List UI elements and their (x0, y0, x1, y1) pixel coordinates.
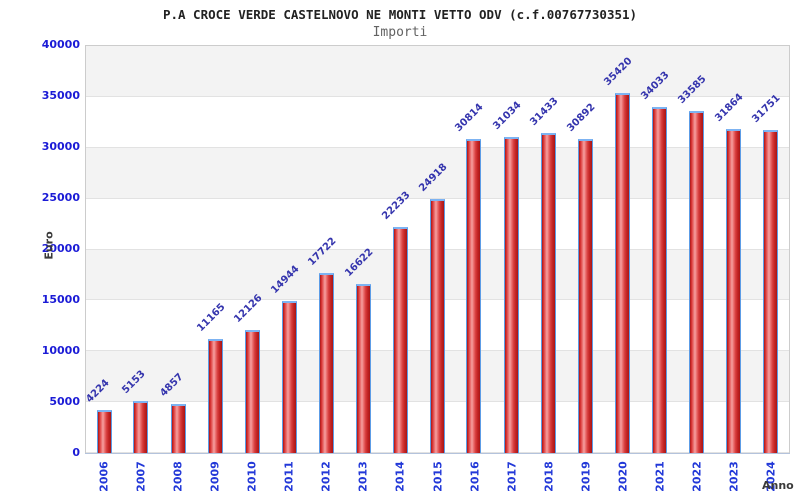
x-tick-label: 2009 (208, 461, 222, 492)
x-axis-title: Anno (762, 479, 794, 492)
bar-2011 (281, 300, 297, 453)
x-tick-label: 2013 (356, 461, 370, 492)
bar-2013 (355, 283, 371, 453)
y-tick-label: 40000 (41, 38, 80, 51)
bar-2020 (614, 92, 630, 453)
bar-2009 (207, 339, 223, 453)
y-tick-label: 10000 (41, 344, 80, 357)
y-tick-label: 0 (72, 446, 80, 459)
x-tick-label: 2011 (282, 461, 296, 492)
x-tick-label: 2018 (542, 461, 556, 492)
y-tick-label: 5000 (49, 395, 80, 408)
bar-2010 (244, 329, 260, 453)
chart-subtitle: Importi (372, 25, 428, 40)
bar-2017 (503, 137, 519, 453)
x-tick-label: 2007 (134, 461, 148, 492)
bar-2023 (725, 128, 741, 453)
plot-area: 4224 5153 4857 11165 12126 14944 17722 16622 222… (84, 45, 790, 454)
x-tick-label: 2016 (468, 461, 482, 492)
x-axis-baseline (85, 453, 790, 454)
bar-2008 (170, 403, 186, 453)
x-tick-label: 2021 (653, 461, 667, 492)
x-tick-label: 2012 (319, 461, 333, 492)
grid-band (86, 147, 789, 199)
grid-band (86, 46, 789, 97)
bar-2006 (96, 410, 112, 453)
y-tick-label: 30000 (41, 140, 80, 153)
x-tick-label: 2022 (690, 461, 704, 492)
x-tick-label: 2019 (579, 461, 593, 492)
y-axis-title: Euro (42, 231, 56, 260)
x-tick-label: 2010 (245, 461, 259, 492)
bar-2019 (577, 138, 593, 453)
bar-2021 (651, 106, 667, 453)
chart-title: P.A CROCE VERDE CASTELNOVO NE MONTI VETT… (162, 7, 638, 22)
grid-band (86, 96, 789, 148)
bar-2016 (466, 139, 482, 453)
y-tick-label: 35000 (41, 89, 80, 102)
bar-2015 (429, 199, 445, 453)
x-tick-label: 2008 (171, 461, 185, 492)
y-tick-label: 25000 (41, 191, 80, 204)
x-tick-label: 2006 (97, 461, 111, 492)
x-tick-label: 2017 (505, 461, 519, 492)
y-tick-label: 20000 (41, 242, 80, 255)
x-axis-tick-labels: 2006 2007 2008 2009 2010 2011 2012 2013 2014 2015… (85, 454, 790, 500)
bar-2007 (133, 400, 149, 453)
x-tick-label: 2023 (727, 461, 741, 492)
bar-2024 (762, 129, 778, 453)
y-tick-label: 15000 (41, 293, 80, 306)
bar-2022 (688, 111, 704, 453)
x-tick-label: 2015 (431, 461, 444, 492)
x-tick-label: 2020 (616, 461, 630, 492)
bar-2014 (392, 226, 408, 453)
x-tick-label: 2014 (393, 461, 407, 492)
bar-2012 (318, 272, 334, 453)
y-axis-tick-labels: 0 5000 10000 15000 20000 25000 30000 35000 40000 (0, 0, 80, 500)
bar-2018 (540, 133, 556, 453)
